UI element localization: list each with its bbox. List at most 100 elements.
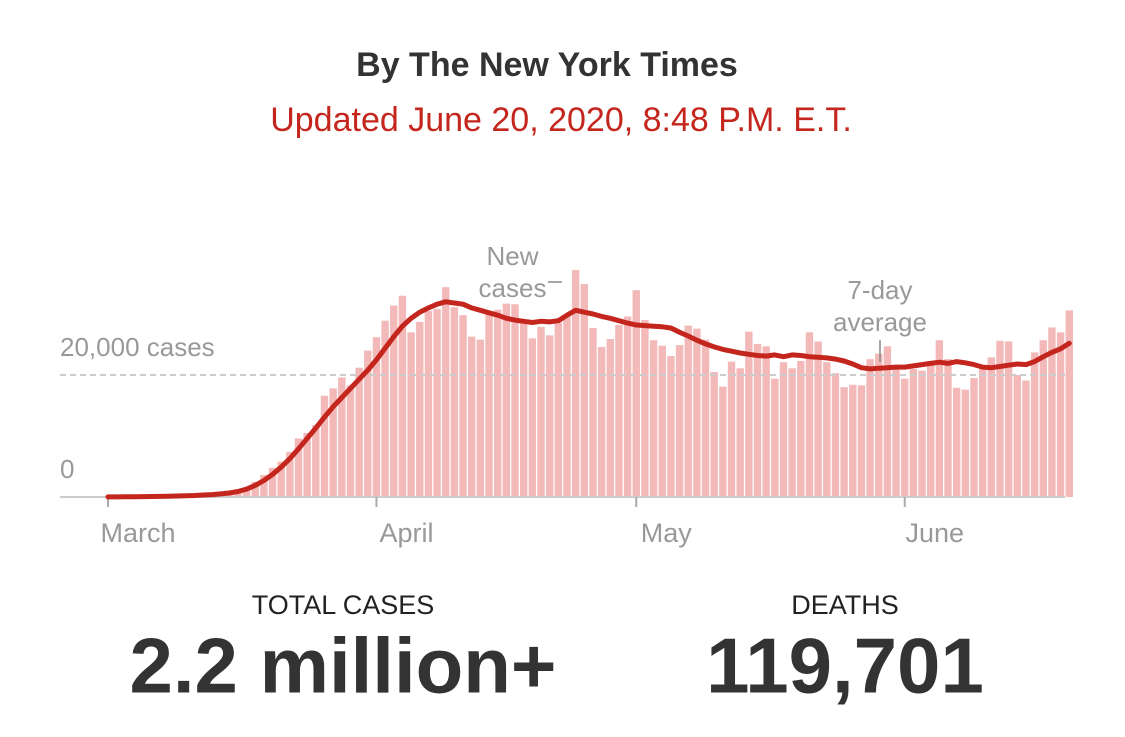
y-tick-label: 20,000 cases — [60, 332, 215, 362]
bar — [1022, 380, 1030, 497]
stat-label: DEATHS — [791, 590, 899, 620]
bar — [684, 325, 692, 497]
bar — [961, 389, 970, 497]
x-tick-label: June — [905, 518, 964, 548]
bar — [494, 309, 502, 497]
bar — [840, 387, 848, 497]
bar — [658, 345, 666, 497]
bar — [753, 343, 762, 497]
bar — [571, 270, 580, 497]
bar — [762, 346, 770, 497]
bar — [857, 385, 866, 497]
bar — [277, 461, 285, 497]
bar — [1065, 310, 1073, 497]
bar — [797, 360, 805, 497]
bar — [1056, 332, 1065, 497]
bar — [519, 320, 528, 497]
x-tick-label: April — [379, 518, 433, 548]
bar — [615, 324, 623, 497]
bar — [468, 336, 476, 497]
bar — [935, 340, 944, 497]
plot: 0 20,000 cases March April May June — [60, 270, 1073, 548]
bar — [710, 371, 718, 497]
bar — [727, 361, 736, 497]
bar — [268, 467, 277, 497]
bar — [364, 350, 372, 497]
bar — [580, 284, 588, 497]
bar — [398, 295, 407, 497]
bar — [485, 312, 493, 497]
bar — [641, 320, 649, 497]
bar — [649, 340, 658, 497]
bar — [788, 368, 796, 497]
bar — [875, 353, 883, 497]
bar — [1013, 375, 1021, 497]
bar — [1030, 352, 1039, 497]
bar — [511, 304, 519, 497]
bar — [442, 287, 450, 497]
bar — [814, 341, 822, 497]
bar — [952, 387, 961, 497]
bar — [667, 356, 675, 497]
bar — [892, 368, 900, 497]
bar — [831, 373, 840, 497]
bar — [329, 388, 337, 497]
bar — [381, 320, 389, 497]
bar — [909, 368, 918, 497]
bar — [927, 360, 935, 497]
bar — [528, 338, 537, 497]
bar — [338, 377, 346, 497]
annotation: 7-day average — [833, 275, 927, 337]
bar — [1039, 340, 1047, 497]
bar — [545, 335, 554, 497]
bar — [745, 331, 753, 497]
bar — [883, 346, 892, 497]
annotation: New cases — [478, 241, 547, 303]
bar — [675, 345, 684, 497]
bar — [251, 481, 259, 497]
bar — [996, 340, 1004, 497]
bar — [1004, 341, 1013, 497]
x-tick-label: March — [100, 518, 175, 548]
bar — [242, 487, 251, 497]
bar — [303, 432, 311, 497]
stat-value: 2.2 million+ — [130, 622, 557, 710]
bar — [918, 370, 926, 497]
bar — [312, 425, 320, 497]
bar — [294, 438, 303, 497]
bar — [693, 328, 701, 497]
bar — [823, 362, 831, 497]
title: By The New York Times — [356, 46, 738, 84]
stat-label: TOTAL CASES — [252, 590, 435, 620]
bar — [736, 368, 744, 497]
bar — [450, 307, 459, 497]
x-tick-label: May — [641, 518, 693, 548]
bar — [320, 395, 329, 497]
bar — [407, 332, 415, 497]
bar — [1048, 327, 1056, 497]
bar — [554, 322, 563, 497]
bar — [901, 378, 909, 497]
line — [105, 299, 1072, 500]
bar — [771, 378, 779, 497]
bar — [502, 303, 511, 497]
bar — [459, 315, 467, 497]
bar — [849, 384, 857, 497]
bar — [970, 378, 978, 497]
bar — [779, 362, 788, 497]
y-tick-label: 0 — [60, 454, 74, 484]
bar — [260, 475, 268, 497]
bar — [433, 309, 441, 497]
bar — [805, 332, 814, 497]
bar — [355, 367, 363, 497]
bar — [476, 339, 485, 497]
bar — [719, 386, 727, 497]
bar — [597, 346, 606, 497]
bar — [589, 328, 597, 497]
bar — [424, 310, 433, 497]
bar — [623, 316, 632, 497]
bar — [537, 326, 545, 497]
bar — [346, 385, 355, 497]
